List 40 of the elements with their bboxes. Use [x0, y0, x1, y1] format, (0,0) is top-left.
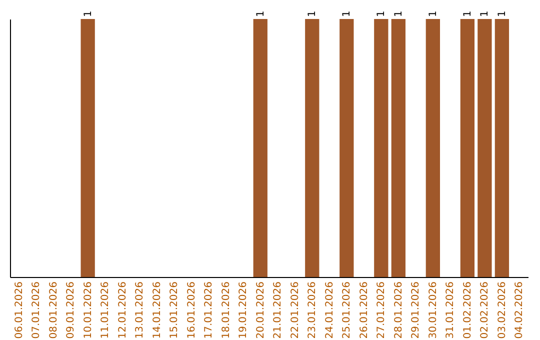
- x-tick-label: 26.01.2026: [358, 282, 370, 339]
- x-tick-label: 20.01.2026: [255, 282, 266, 339]
- x-tick-label: 03.02.2026: [496, 282, 508, 339]
- data-label: 1: [462, 10, 474, 17]
- x-tick-label: 27.01.2026: [376, 282, 388, 339]
- x-tick-label: 04.02.2026: [514, 282, 526, 339]
- x-tick-label: 21.01.2026: [272, 282, 284, 339]
- x-tick-label: 30.01.2026: [428, 282, 439, 339]
- x-tick-label: 09.01.2026: [66, 282, 77, 339]
- data-label: 1: [496, 10, 508, 17]
- x-tick-label: 23.01.2026: [307, 282, 318, 339]
- x-tick-label: 07.01.2026: [31, 282, 42, 339]
- x-tick-label: 18.01.2026: [220, 282, 232, 339]
- data-label: 1: [428, 10, 439, 17]
- x-tick-label: 08.01.2026: [48, 282, 60, 339]
- x-tick-label: 24.01.2026: [324, 282, 336, 339]
- x-tick-label: 17.01.2026: [204, 282, 215, 339]
- x-tick-label: 13.01.2026: [134, 282, 146, 339]
- x-tick-label: 29.01.2026: [410, 282, 422, 339]
- data-label: 1: [342, 10, 353, 17]
- x-tick-label: 16.01.2026: [186, 282, 198, 339]
- x-tick-label: 19.01.2026: [238, 282, 250, 339]
- data-label: 1: [307, 10, 318, 17]
- data-label: 1: [255, 10, 266, 17]
- x-tick-label: 12.01.2026: [117, 282, 128, 339]
- data-label: 1: [82, 10, 94, 17]
- data-label: 1: [393, 10, 404, 17]
- x-tick-label: 06.01.2026: [14, 282, 25, 339]
- x-tick-label: 22.01.2026: [290, 282, 301, 339]
- x-tick-label: 02.02.2026: [480, 282, 491, 339]
- data-label: 1: [480, 10, 491, 17]
- x-tick-label: 25.01.2026: [342, 282, 353, 339]
- x-tick-label: 14.01.2026: [152, 282, 163, 339]
- x-tick-label: 28.01.2026: [393, 282, 404, 339]
- x-tick-label: 01.02.2026: [462, 282, 474, 339]
- data-label: 1: [376, 10, 388, 17]
- x-tick-label: 15.01.2026: [169, 282, 180, 339]
- x-tick-label: 31.01.2026: [445, 282, 456, 339]
- x-tick-label: 11.01.2026: [100, 282, 112, 339]
- x-tick-label: 10.01.2026: [82, 282, 94, 339]
